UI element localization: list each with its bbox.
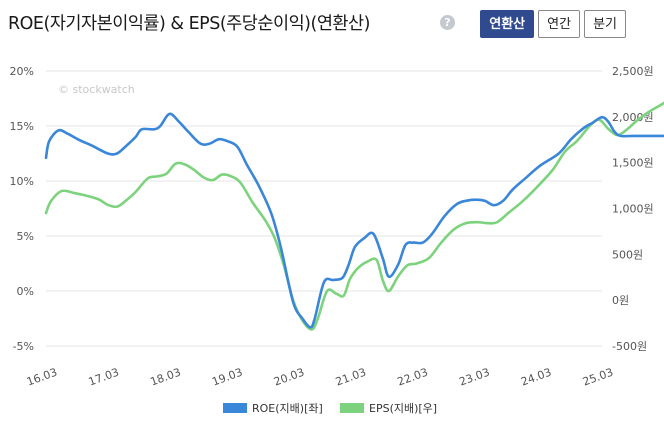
left-tick-label: 10% [10,175,34,188]
x-tick-label: 19.03 [210,366,244,389]
x-tick-label: 16.03 [25,366,59,389]
x-tick-label: 20.03 [272,366,306,389]
x-tick-label: 25.03 [581,366,615,389]
x-tick-label: 24.03 [519,366,553,389]
annualized-button[interactable]: 연환산 [480,10,535,38]
right-tick-label: 500원 [612,248,643,261]
left-tick-label: 15% [10,120,34,133]
x-tick-label: 22.03 [396,366,430,389]
roe-line [44,112,664,329]
grid-lines [46,70,602,347]
help-icon[interactable]: ? [440,15,455,30]
legend-eps-swatch [340,403,364,413]
right-tick-label: 2,000원 [612,111,654,124]
left-tick-label: -5% [13,340,34,353]
right-tick-label: 0원 [612,294,629,307]
legend-roe-label[interactable]: ROE(지배)[좌] [252,402,323,415]
left-tick-label: 5% [17,230,34,243]
x-tick-label: 23.03 [457,366,491,389]
watermark: © stockwatch [58,83,135,96]
legend-eps-label[interactable]: EPS(지배)[우] [369,402,437,415]
x-tick-label: 17.03 [87,366,121,389]
chart-title: ROE(자기자본이익률) & EPS(주당순이익)(연환산) [8,14,370,34]
x-tick-label: 18.03 [149,366,183,389]
left-axis: 20% 15% 10% 5% 0% -5% [10,65,34,353]
x-axis: 16.03 17.03 18.03 19.03 20.03 21.03 22.03 23.03… [25,366,615,389]
period-toggle: 연환산 연간 분기 [480,10,626,38]
annual-button[interactable]: 연간 [538,10,581,38]
legend-roe-swatch [223,403,247,413]
right-tick-label: 2,500원 [612,65,654,78]
series-lines [44,101,664,331]
chart-header: ROE(자기자본이익률) & EPS(주당순이익)(연환산) ? 연환산 연간 … [0,0,664,52]
right-tick-label: 1,500원 [612,157,654,170]
x-tick-label: 21.03 [334,366,368,389]
quarter-button[interactable]: 분기 [584,10,626,38]
legend: ROE(지배)[좌] EPS(지배)[우] [223,402,437,415]
eps-line [44,101,664,331]
right-tick-label: 1,000원 [612,203,654,216]
left-tick-label: 20% [10,65,34,78]
right-axis: 2,500원 2,000원 1,500원 1,000원 500원 0원 -500원 [612,65,654,353]
left-tick-label: 0% [17,285,34,298]
right-tick-label: -500원 [612,340,647,353]
